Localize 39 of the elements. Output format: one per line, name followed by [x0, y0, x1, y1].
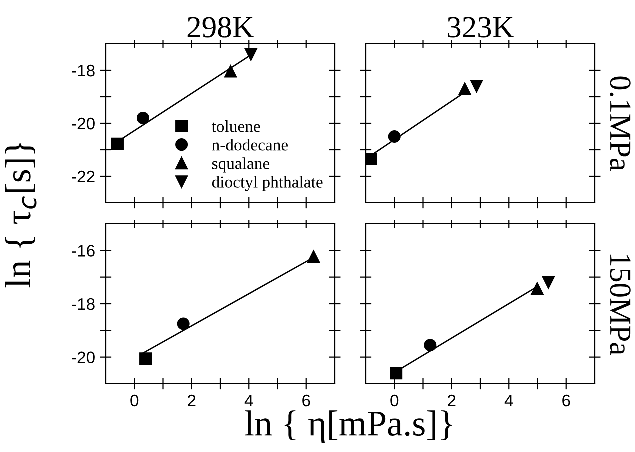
x-tick-label: 2	[448, 394, 456, 406]
point	[366, 153, 378, 166]
point	[388, 130, 401, 143]
y-tick-label: -18	[72, 298, 95, 310]
legend-label: toluene	[212, 120, 260, 132]
chart-title: 323K	[448, 17, 514, 38]
x-tick-label: 0	[130, 394, 139, 407]
x-tick-label: 6	[562, 394, 570, 407]
point	[136, 112, 150, 124]
y-tick-label: -20	[72, 352, 95, 364]
point	[111, 138, 124, 150]
x-tick-label: 2	[188, 394, 196, 406]
point	[531, 282, 544, 296]
legend-label: dioctyl phthalate	[212, 176, 323, 192]
point	[458, 82, 472, 96]
point	[177, 318, 190, 330]
point	[542, 276, 555, 289]
x-tick-label: 0	[390, 394, 399, 407]
x-tick-label: 4	[504, 395, 514, 406]
text: 0.1MPa	[610, 76, 631, 172]
x-tick-label: 4	[244, 395, 254, 406]
text: 150MPa	[610, 254, 631, 356]
point	[244, 48, 258, 61]
point	[308, 250, 320, 264]
chart-title: 298K	[188, 17, 254, 38]
legend-label: n-dodecane	[212, 139, 288, 151]
y-axis-title: ln { τ$_{c}$[s]}	[5, 143, 37, 288]
y-tick-label: -22	[72, 170, 95, 183]
y-tick-label: -20	[72, 118, 95, 130]
point	[424, 339, 437, 352]
y-tick-label: -16	[72, 245, 95, 257]
point	[224, 65, 238, 78]
legend-label: squalane	[212, 158, 270, 173]
y-tick-label: -18	[72, 64, 95, 77]
x-tick-label: 6	[302, 394, 310, 407]
point	[140, 352, 152, 366]
x-axis-title: ln { η[mPa.s]}	[245, 410, 452, 444]
point	[390, 367, 403, 380]
point	[470, 80, 484, 93]
